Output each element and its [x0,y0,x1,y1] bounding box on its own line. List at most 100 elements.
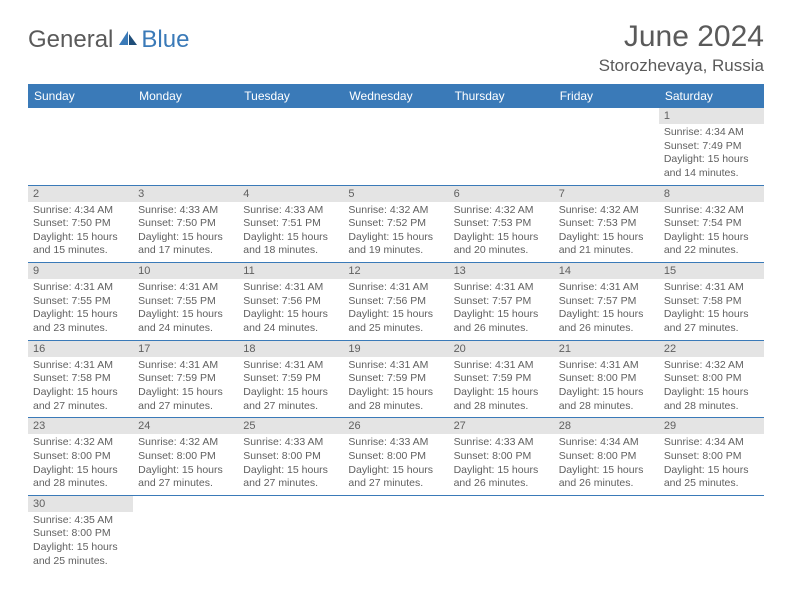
sunset-text: Sunset: 7:58 PM [664,295,759,309]
logo-text-general: General [28,26,113,54]
daylight-text: Daylight: 15 hours and 27 minutes. [243,464,338,491]
day-number: 28 [554,418,659,434]
day-number: 19 [343,341,448,357]
calendar-day-cell [238,495,343,572]
sunset-text: Sunset: 7:57 PM [559,295,654,309]
sunrise-text: Sunrise: 4:31 AM [138,359,233,373]
daylight-text: Daylight: 15 hours and 15 minutes. [33,231,128,258]
sunrise-text: Sunrise: 4:31 AM [243,281,338,295]
calendar-day-cell: 16Sunrise: 4:31 AMSunset: 7:58 PMDayligh… [28,340,133,418]
day-details: Sunrise: 4:34 AMSunset: 7:49 PMDaylight:… [659,124,764,185]
sunrise-text: Sunrise: 4:33 AM [348,436,443,450]
sunrise-text: Sunrise: 4:31 AM [33,359,128,373]
daylight-text: Daylight: 15 hours and 27 minutes. [138,464,233,491]
sunrise-text: Sunrise: 4:33 AM [243,204,338,218]
day-details: Sunrise: 4:32 AMSunset: 8:00 PMDaylight:… [133,434,238,495]
day-details: Sunrise: 4:31 AMSunset: 7:56 PMDaylight:… [343,279,448,340]
daylight-text: Daylight: 15 hours and 27 minutes. [664,308,759,335]
calendar-day-cell: 23Sunrise: 4:32 AMSunset: 8:00 PMDayligh… [28,418,133,496]
daylight-text: Daylight: 15 hours and 26 minutes. [454,464,549,491]
sunrise-text: Sunrise: 4:32 AM [348,204,443,218]
sunset-text: Sunset: 8:00 PM [664,450,759,464]
sunset-text: Sunset: 7:50 PM [33,217,128,231]
daylight-text: Daylight: 15 hours and 19 minutes. [348,231,443,258]
sunrise-text: Sunrise: 4:31 AM [348,359,443,373]
daylight-text: Daylight: 15 hours and 27 minutes. [33,386,128,413]
day-number: 29 [659,418,764,434]
sunset-text: Sunset: 8:00 PM [33,527,128,541]
sunrise-text: Sunrise: 4:34 AM [559,436,654,450]
day-number: 12 [343,263,448,279]
sunset-text: Sunset: 8:00 PM [33,450,128,464]
day-details: Sunrise: 4:31 AMSunset: 8:00 PMDaylight:… [554,357,659,418]
calendar-day-cell: 8Sunrise: 4:32 AMSunset: 7:54 PMDaylight… [659,185,764,263]
sunset-text: Sunset: 7:56 PM [243,295,338,309]
daylight-text: Daylight: 15 hours and 21 minutes. [559,231,654,258]
logo-sail-icon [117,29,139,47]
calendar-day-cell: 30Sunrise: 4:35 AMSunset: 8:00 PMDayligh… [28,495,133,572]
calendar-week-row: 30Sunrise: 4:35 AMSunset: 8:00 PMDayligh… [28,495,764,572]
daylight-text: Daylight: 15 hours and 24 minutes. [138,308,233,335]
weekday-header: Wednesday [343,84,448,108]
logo: General Blue [28,26,189,54]
weekday-header: Monday [133,84,238,108]
sunrise-text: Sunrise: 4:31 AM [138,281,233,295]
calendar-day-cell [133,495,238,572]
sunset-text: Sunset: 7:58 PM [33,372,128,386]
sunrise-text: Sunrise: 4:31 AM [243,359,338,373]
calendar-day-cell [554,495,659,572]
sunrise-text: Sunrise: 4:31 AM [559,281,654,295]
day-details: Sunrise: 4:33 AMSunset: 8:00 PMDaylight:… [238,434,343,495]
day-number: 6 [449,186,554,202]
calendar-day-cell: 14Sunrise: 4:31 AMSunset: 7:57 PMDayligh… [554,263,659,341]
daylight-text: Daylight: 15 hours and 26 minutes. [559,308,654,335]
day-number: 30 [28,496,133,512]
daylight-text: Daylight: 15 hours and 24 minutes. [243,308,338,335]
calendar-day-cell: 10Sunrise: 4:31 AMSunset: 7:55 PMDayligh… [133,263,238,341]
calendar-week-row: 9Sunrise: 4:31 AMSunset: 7:55 PMDaylight… [28,263,764,341]
calendar-day-cell: 29Sunrise: 4:34 AMSunset: 8:00 PMDayligh… [659,418,764,496]
day-details: Sunrise: 4:31 AMSunset: 7:55 PMDaylight:… [133,279,238,340]
day-details: Sunrise: 4:32 AMSunset: 7:52 PMDaylight:… [343,202,448,263]
sunrise-text: Sunrise: 4:31 AM [454,359,549,373]
calendar-week-row: 16Sunrise: 4:31 AMSunset: 7:58 PMDayligh… [28,340,764,418]
calendar-day-cell: 6Sunrise: 4:32 AMSunset: 7:53 PMDaylight… [449,185,554,263]
sunset-text: Sunset: 8:00 PM [454,450,549,464]
daylight-text: Daylight: 15 hours and 25 minutes. [348,308,443,335]
sunset-text: Sunset: 7:50 PM [138,217,233,231]
day-details: Sunrise: 4:33 AMSunset: 8:00 PMDaylight:… [449,434,554,495]
calendar-day-cell: 12Sunrise: 4:31 AMSunset: 7:56 PMDayligh… [343,263,448,341]
day-details: Sunrise: 4:34 AMSunset: 8:00 PMDaylight:… [554,434,659,495]
calendar-day-cell: 4Sunrise: 4:33 AMSunset: 7:51 PMDaylight… [238,185,343,263]
calendar-day-cell [449,495,554,572]
day-number: 23 [28,418,133,434]
calendar-day-cell: 24Sunrise: 4:32 AMSunset: 8:00 PMDayligh… [133,418,238,496]
day-number: 1 [659,108,764,124]
sunrise-text: Sunrise: 4:32 AM [559,204,654,218]
day-number: 7 [554,186,659,202]
day-details: Sunrise: 4:32 AMSunset: 7:54 PMDaylight:… [659,202,764,263]
calendar-week-row: 1Sunrise: 4:34 AMSunset: 7:49 PMDaylight… [28,108,764,185]
day-details: Sunrise: 4:31 AMSunset: 7:59 PMDaylight:… [133,357,238,418]
day-number: 21 [554,341,659,357]
sunset-text: Sunset: 7:55 PM [33,295,128,309]
day-number: 8 [659,186,764,202]
weekday-header: Tuesday [238,84,343,108]
day-details: Sunrise: 4:33 AMSunset: 7:51 PMDaylight:… [238,202,343,263]
sunset-text: Sunset: 8:00 PM [243,450,338,464]
calendar-day-cell: 26Sunrise: 4:33 AMSunset: 8:00 PMDayligh… [343,418,448,496]
daylight-text: Daylight: 15 hours and 26 minutes. [454,308,549,335]
daylight-text: Daylight: 15 hours and 23 minutes. [33,308,128,335]
day-details: Sunrise: 4:34 AMSunset: 7:50 PMDaylight:… [28,202,133,263]
daylight-text: Daylight: 15 hours and 18 minutes. [243,231,338,258]
calendar-day-cell [554,108,659,185]
sunset-text: Sunset: 8:00 PM [559,450,654,464]
calendar-day-cell: 25Sunrise: 4:33 AMSunset: 8:00 PMDayligh… [238,418,343,496]
day-details: Sunrise: 4:31 AMSunset: 7:59 PMDaylight:… [343,357,448,418]
weekday-header: Friday [554,84,659,108]
calendar-day-cell: 11Sunrise: 4:31 AMSunset: 7:56 PMDayligh… [238,263,343,341]
daylight-text: Daylight: 15 hours and 25 minutes. [664,464,759,491]
location-label: Storozhevaya, Russia [599,56,764,76]
calendar-day-cell: 21Sunrise: 4:31 AMSunset: 8:00 PMDayligh… [554,340,659,418]
sunrise-text: Sunrise: 4:32 AM [454,204,549,218]
